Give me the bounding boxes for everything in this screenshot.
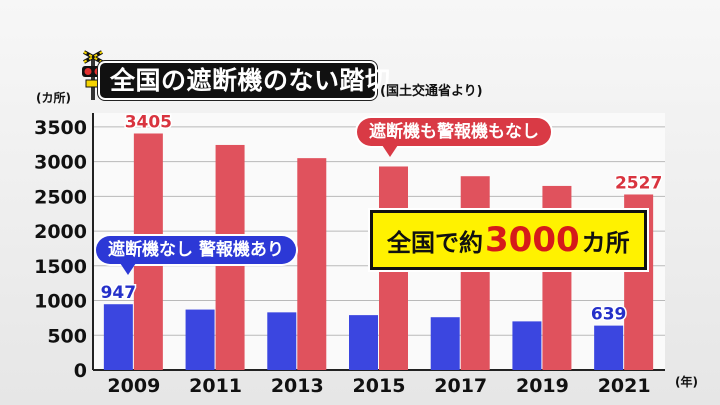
highlight-suffix: カ所 — [581, 229, 630, 257]
railroad-crossing-icon — [82, 50, 104, 100]
callout-blue-tail — [120, 263, 136, 275]
x-tick-label: 2013 — [271, 375, 324, 397]
y-tick-label: 3500 — [34, 117, 87, 139]
bar-alarm-only — [594, 325, 624, 370]
highlight-prefix: 全国で約 — [387, 229, 483, 257]
y-axis-unit: (カ所) — [36, 91, 71, 105]
bar-alarm-only — [430, 317, 460, 370]
bar-alarm-only — [103, 304, 133, 370]
x-axis-unit: (年) — [675, 375, 698, 389]
bar-alarm-only — [185, 309, 215, 370]
data-label: 2527 — [615, 173, 662, 193]
source-note: (国土交通省より) — [380, 84, 483, 99]
x-tick-label: 2015 — [353, 375, 406, 397]
bar-alarm-only — [349, 315, 378, 370]
x-tick-label: 2011 — [189, 375, 242, 397]
x-tick-label: 2009 — [107, 375, 160, 397]
bar-alarm-only — [267, 312, 297, 370]
x-tick-label: 2021 — [598, 375, 651, 397]
x-tick-label: 2019 — [516, 375, 569, 397]
bar-no-alarm — [460, 176, 490, 370]
y-tick-label: 0 — [74, 360, 87, 382]
y-tick-label: 500 — [47, 325, 87, 347]
callout-no-barrier-no-alarm: 遮断機も警報機もなし — [357, 118, 551, 146]
y-tick-label: 1500 — [34, 256, 87, 278]
x-tick-label: 2017 — [434, 375, 487, 397]
data-label: 639 — [591, 305, 627, 325]
y-tick-label: 2500 — [34, 186, 87, 208]
data-label: 3405 — [125, 112, 172, 132]
title-background — [100, 63, 375, 98]
y-tick-label: 2000 — [34, 221, 87, 243]
callout-red-tail — [382, 145, 398, 157]
y-tick-label: 1000 — [34, 291, 87, 313]
y-tick-label: 3000 — [34, 152, 87, 174]
highlight-number: 3000 — [485, 220, 580, 260]
chart-title: 全国の遮断機のない踏切 — [110, 66, 391, 95]
bar-no-alarm — [297, 158, 327, 370]
callout-no-barrier-with-alarm: 遮断機なし 警報機あり — [96, 236, 296, 264]
bar-alarm-only — [512, 321, 542, 370]
data-label: 947 — [101, 283, 137, 303]
highlight-box: 全国で約 3000 カ所 — [370, 210, 647, 270]
